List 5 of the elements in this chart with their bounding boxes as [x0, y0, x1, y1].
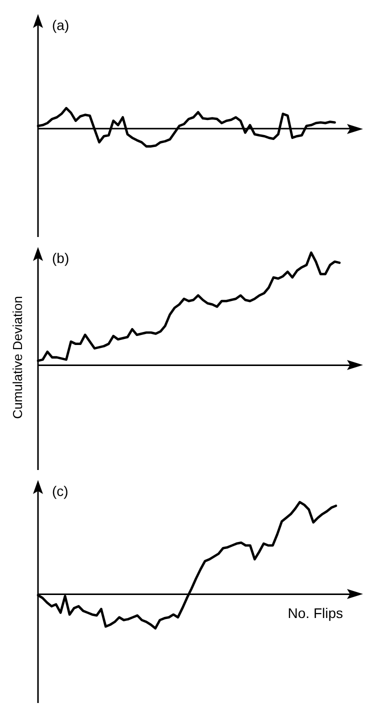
x-axis-title: No. Flips — [288, 605, 343, 622]
y-axis-title: Cumulative Deviation — [10, 296, 24, 419]
chart-title: (b) — [52, 250, 70, 266]
chart-title: (c) — [52, 482, 68, 499]
chart-title: (a) — [52, 16, 70, 33]
